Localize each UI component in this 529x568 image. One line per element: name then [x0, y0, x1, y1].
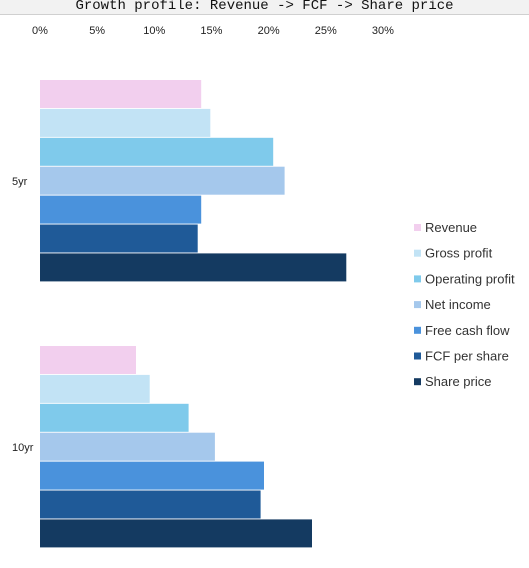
- legend-label: Gross profit: [425, 246, 493, 261]
- legend-swatch: [414, 326, 421, 334]
- legend-swatch: [414, 224, 421, 231]
- bar-10yr-operating-profit: [40, 403, 189, 432]
- bar-10yr-revenue: [40, 346, 136, 374]
- x-tick-label: 5%: [89, 25, 105, 37]
- x-tick-label: 15%: [200, 25, 222, 37]
- bar-10yr-net-income: [40, 432, 215, 461]
- bar-10yr-fcf-per-share: [40, 490, 261, 519]
- x-tick-label: 10%: [143, 25, 165, 37]
- legend-swatch: [414, 301, 421, 309]
- legend-label: Net income: [425, 297, 491, 312]
- chart-title: Growth profile: Revenue -> FCF -> Share …: [75, 0, 454, 14]
- legend-label: Share price: [425, 374, 491, 389]
- bar-5yr-free-cash-flow: [40, 195, 202, 224]
- bar-5yr-net-income: [40, 166, 285, 195]
- legend-label: Free cash flow: [425, 323, 510, 338]
- category-label: 5yr: [12, 176, 28, 188]
- legend-label: FCF per share: [425, 349, 509, 364]
- legend-swatch: [414, 249, 421, 257]
- category-label: 10yr: [12, 442, 34, 454]
- x-tick-label: 30%: [372, 25, 394, 37]
- bar-10yr-gross-profit: [40, 374, 150, 403]
- bar-5yr-fcf-per-share: [40, 224, 198, 253]
- legend-swatch: [414, 352, 421, 360]
- x-axis-ticks: 0% 5% 10% 15% 20% 25% 30%: [32, 25, 394, 37]
- bar-10yr-share-price: [40, 519, 312, 548]
- x-tick-label: 20%: [258, 25, 280, 37]
- legend: Revenue Gross profit Operating profit Net i…: [414, 220, 515, 389]
- legend-label: Operating profit: [425, 271, 515, 286]
- x-tick-label: 25%: [315, 25, 337, 37]
- legend-swatch: [414, 378, 421, 386]
- bars: [40, 80, 347, 548]
- chart-title-bar: Growth profile: Revenue -> FCF -> Share …: [0, 0, 529, 15]
- bar-10yr-free-cash-flow: [40, 461, 264, 490]
- legend-label: Revenue: [425, 220, 477, 235]
- bar-5yr-revenue: [40, 80, 202, 108]
- bar-5yr-operating-profit: [40, 137, 274, 166]
- category-labels: 5yr 10yr: [12, 176, 34, 454]
- bar-5yr-share-price: [40, 253, 347, 282]
- x-tick-label: 0%: [32, 25, 48, 37]
- legend-swatch: [414, 275, 421, 283]
- bar-5yr-gross-profit: [40, 108, 211, 137]
